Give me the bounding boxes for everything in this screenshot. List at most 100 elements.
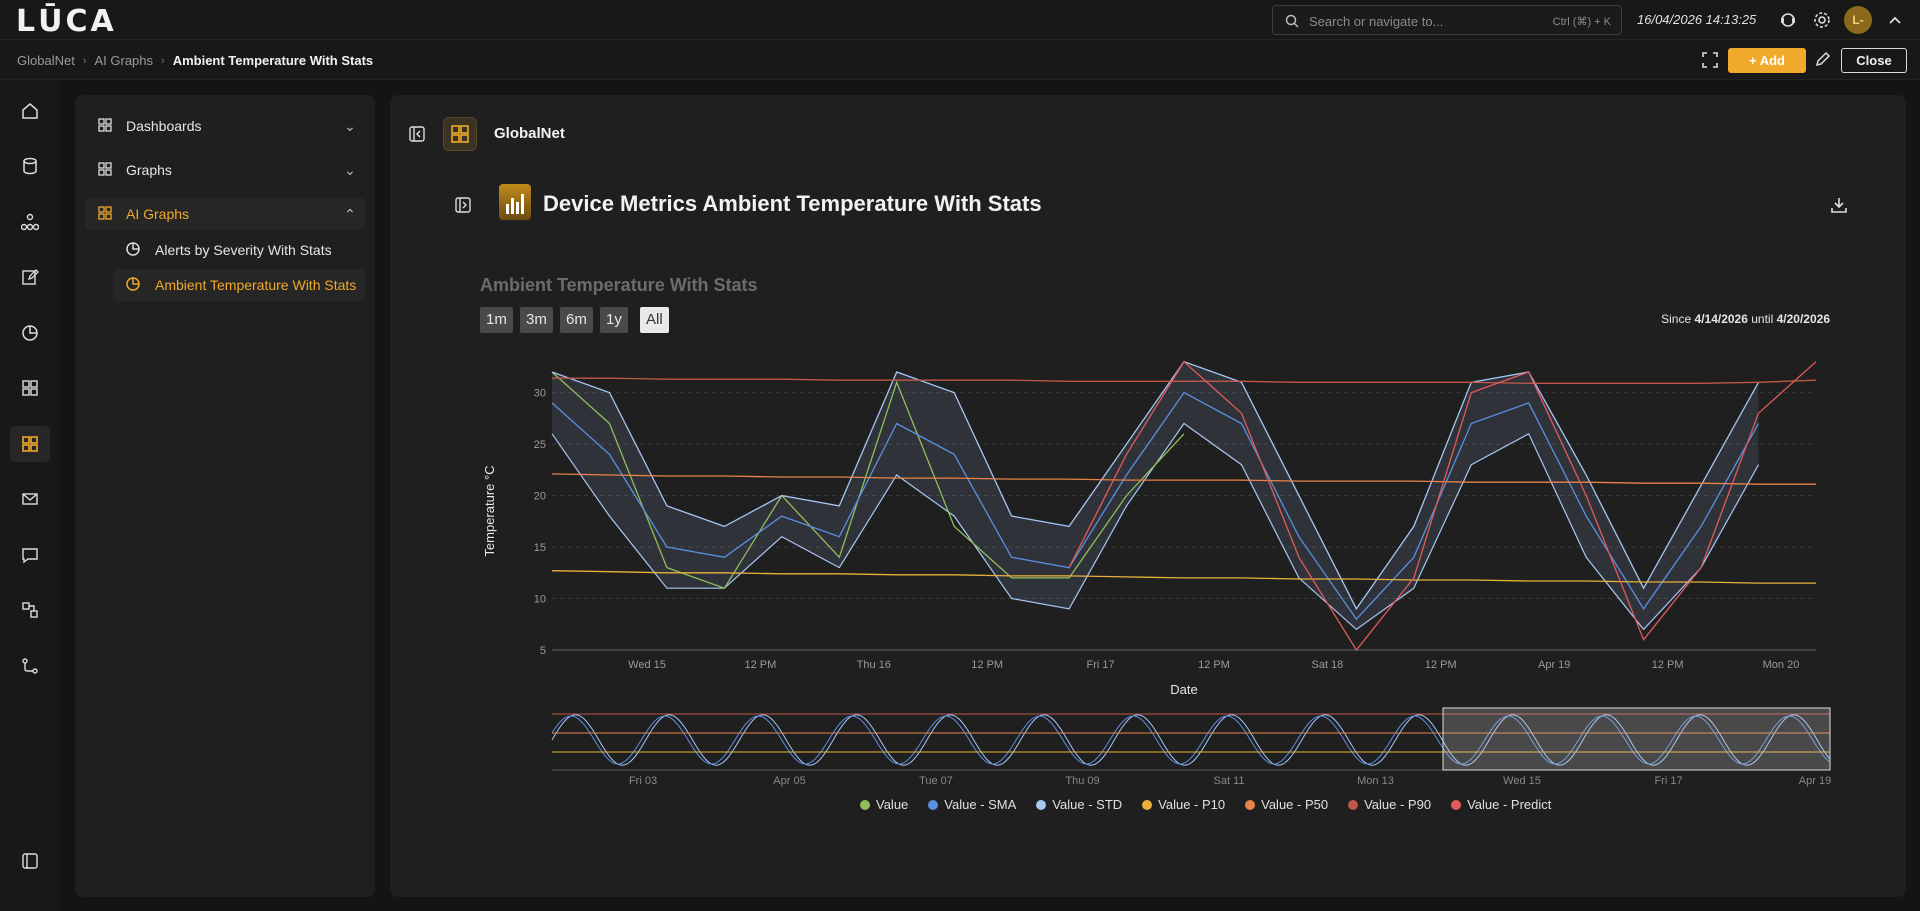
legend-item[interactable]: Value - SMA [928,797,1016,812]
ai-graphs-icon[interactable] [10,426,50,462]
legend-dot [860,800,870,810]
dashboard-icon[interactable] [10,370,50,406]
navigator-tick-label: Tue 07 [919,775,953,787]
legend-label: Value - P50 [1261,797,1329,812]
search-input[interactable]: Search or navigate to... Ctrl (⌘) + K [1272,5,1622,35]
range-all-button[interactable]: All [640,307,669,333]
range-6m-button[interactable]: 6m [560,307,593,333]
collapse-sidebar-icon[interactable] [409,126,425,142]
pie-chart-icon [113,276,147,295]
legend-dot [928,800,939,810]
legend-label: Value - SMA [944,797,1017,812]
topology-icon[interactable] [10,204,50,240]
group-title: GlobalNet [494,125,565,142]
mail-icon[interactable] [10,481,50,517]
navigator-tick-label: Thu 09 [1065,775,1099,787]
chart-title: Ambient Temperature With Stats [480,275,758,295]
grid-icon [85,161,117,179]
gear-icon[interactable] [1812,10,1832,30]
navigator-tick-label: Apr 19 [1799,775,1831,787]
x-tick-label: 12 PM [1425,659,1457,671]
navigator-tick-label: Sat 11 [1214,775,1245,787]
since-prefix: Since [1661,312,1692,326]
range-1m-button[interactable]: 1m [480,307,513,333]
icon-rail [0,81,60,911]
x-tick-label: Sat 18 [1311,659,1343,671]
breadcrumb-globalnet[interactable]: GlobalNet [17,53,75,68]
navigator-tick-label: Fri 17 [1654,775,1682,787]
breadcrumb-current: Ambient Temperature With Stats [172,53,374,68]
close-button[interactable]: Close [1841,48,1907,73]
legend-dot [1451,800,1462,810]
sidebar-item-ai-graphs[interactable]: AI Graphs ⌃ [85,198,365,230]
app-logo[interactable]: LŪCA [16,4,117,39]
chevron-down-icon: ⌄ [344,117,356,134]
dashboard-title: Device Metrics Ambient Temperature With … [543,191,1042,216]
series-line [551,473,1816,485]
sidebar-subitem-ambient-temperature[interactable]: Ambient Temperature With Stats [113,269,365,301]
navigator-series [551,715,1831,765]
grid-icon [85,117,117,135]
x-tick-label: Fri 17 [1087,659,1115,671]
breadcrumb-ai-graphs[interactable]: AI Graphs [94,53,154,68]
sidebar: Dashboards ⌄ Graphs ⌄ AI Graphs ⌃ Alerts… [75,95,375,897]
legend-item[interactable]: Value - P90 [1348,797,1431,812]
sidebar-subitem-alerts-by-severity[interactable]: Alerts by Severity With Stats [113,234,365,266]
legend-item[interactable]: Value - Predict [1451,797,1551,812]
y-tick-label: 15 [534,542,546,554]
x-axis-label: Date [1170,682,1197,697]
legend-item[interactable]: Value - P50 [1245,797,1328,812]
avatar[interactable]: L- [1844,6,1872,34]
edit-icon[interactable] [1815,51,1831,67]
legend-label: Value [876,797,909,812]
navigator-tick-label: Apr 05 [773,775,805,787]
chevron-up-icon[interactable] [1885,10,1905,30]
series-line [552,377,1817,384]
range-1y-button[interactable]: 1y [600,307,628,333]
sidebar-item-label: AI Graphs [126,206,190,222]
series-line [1068,360,1817,652]
legend-item[interactable]: Value [860,797,908,812]
series-line [551,570,1816,584]
support-icon[interactable] [1778,10,1798,30]
edit-note-icon[interactable] [10,259,50,295]
expand-sidebar-icon[interactable] [10,843,50,879]
sidebar-item-dashboards[interactable]: Dashboards ⌄ [85,110,365,142]
search-shortcut: Ctrl (⌘) + K [1552,16,1611,28]
navigator-tick-label: Mon 13 [1357,775,1394,787]
workflow-icon[interactable] [10,592,50,628]
x-tick-label: Wed 15 [628,659,666,671]
search-icon [1285,14,1299,28]
home-icon[interactable] [10,93,50,129]
bar-chart-icon [499,184,531,220]
x-tick-label: 12 PM [971,659,1003,671]
range-3m-button[interactable]: 3m [520,307,553,333]
until-word: until [1751,312,1774,326]
pie-chart-icon[interactable] [10,315,50,351]
y-tick-label: 10 [534,594,546,606]
route-icon[interactable] [10,648,50,684]
download-icon[interactable] [1830,196,1848,214]
message-icon[interactable] [10,537,50,573]
expand-panel-icon[interactable] [455,197,471,213]
breadcrumb-bar: GlobalNet › AI Graphs › Ambient Temperat… [0,41,1920,80]
sidebar-item-graphs[interactable]: Graphs ⌄ [85,154,365,186]
chevron-down-icon: ⌄ [344,161,356,178]
y-tick-label: 5 [540,645,546,657]
series-line [551,391,1760,621]
chevron-up-icon: ⌃ [344,205,356,222]
legend-item[interactable]: Value - STD [1036,797,1122,812]
add-button[interactable]: + Add [1728,48,1806,73]
y-tick-label: 30 [534,388,546,400]
x-tick-label: 12 PM [1198,659,1230,671]
navigator-selection [1442,707,1831,771]
fullscreen-icon[interactable] [1702,52,1718,68]
legend-item[interactable]: Value - P10 [1142,797,1225,812]
series-line [551,360,1760,611]
database-icon[interactable] [10,148,50,184]
add-label: Add [1759,53,1785,68]
chart-legend: Value Value - SMA Value - STD Value - P10 Va… [860,797,1551,812]
x-tick-label: 12 PM [745,659,777,671]
until-date: 4/20/2026 [1776,312,1830,326]
